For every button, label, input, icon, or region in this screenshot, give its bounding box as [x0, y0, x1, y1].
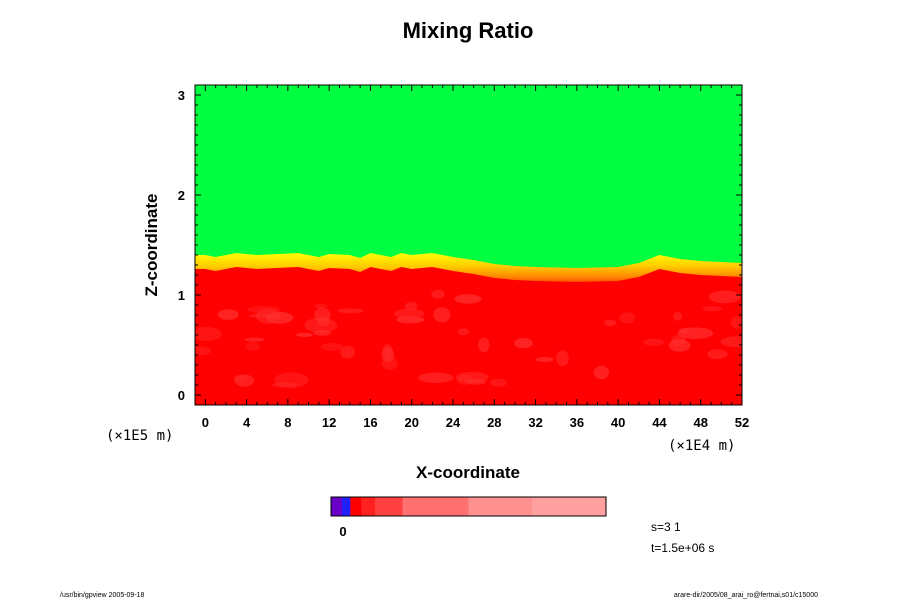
- colorbar-segment: [468, 497, 533, 516]
- footer-left: /usr/bin/gpview 2005-09-18: [60, 592, 145, 599]
- mottle-patch: [707, 349, 728, 360]
- mottle-patch: [195, 346, 211, 356]
- x-tick-label: 20: [405, 415, 419, 430]
- mottle-patch: [296, 332, 313, 337]
- mottle-patch: [340, 345, 355, 359]
- mottle-patch: [394, 308, 425, 319]
- x-axis-unit: (×1E4 m): [668, 438, 735, 454]
- mottle-patch: [556, 350, 569, 367]
- mottle-patch: [457, 328, 469, 336]
- x-tick-label: 28: [487, 415, 501, 430]
- mottle-patch: [256, 308, 281, 325]
- mottle-patch: [321, 342, 344, 351]
- mottle-patch: [514, 338, 533, 349]
- mottle-patch: [195, 326, 223, 342]
- chart-title: Mixing Ratio: [403, 18, 534, 43]
- footer-right: arare-dir/2005/08_arai_ro@fertnai,s01/c1…: [674, 592, 818, 599]
- x-tick-label: 16: [363, 415, 377, 430]
- x-tick-label: 0: [202, 415, 209, 430]
- colorbar-segment: [361, 497, 376, 516]
- mottle-patch: [217, 309, 239, 320]
- x-tick-label: 36: [570, 415, 584, 430]
- mottle-patch: [304, 317, 338, 333]
- x-axis-label: X-coordinate: [416, 463, 520, 482]
- mottle-patch: [314, 303, 328, 309]
- mottle-patch: [668, 339, 691, 352]
- x-tick-label: 32: [528, 415, 542, 430]
- x-tick-label: 48: [693, 415, 707, 430]
- mottle-patch: [454, 294, 482, 304]
- x-tick-label: 40: [611, 415, 625, 430]
- colorbar-segment: [350, 497, 362, 516]
- step-info: s=3 1: [651, 520, 681, 534]
- y-tick-label: 0: [178, 388, 185, 403]
- mottle-patch: [643, 338, 664, 346]
- mottle-patch: [234, 374, 255, 387]
- colorbar-segment: [331, 497, 343, 516]
- colorbar-segment: [402, 497, 469, 516]
- mottle-patch: [673, 312, 683, 321]
- y-tick-label: 2: [178, 188, 185, 203]
- mottle-patch: [604, 319, 616, 327]
- colorbar: [331, 497, 607, 516]
- mottle-patch: [248, 313, 281, 318]
- y-axis-unit: (×1E5 m): [106, 428, 173, 444]
- x-tick-label: 8: [284, 415, 291, 430]
- mottle-patch: [233, 374, 247, 383]
- mottle-patch: [381, 347, 395, 362]
- mottle-patch: [433, 307, 451, 323]
- mottle-patch: [730, 316, 742, 329]
- mottle-patch: [337, 308, 364, 314]
- mottle-patch: [272, 382, 298, 388]
- mottle-patch: [678, 328, 690, 334]
- y-tick-label: 1: [178, 288, 185, 303]
- mottle-patch: [535, 357, 554, 362]
- mottle-patch: [418, 372, 454, 384]
- mottle-patch: [244, 337, 265, 342]
- mottle-patch: [478, 337, 490, 353]
- x-tick-label: 44: [652, 415, 667, 430]
- transition-band: [195, 253, 742, 286]
- mottle-patch: [245, 342, 260, 351]
- y-axis-label: Z-coordinate: [142, 194, 161, 297]
- colorbar-segment: [342, 497, 351, 516]
- x-tick-label: 52: [735, 415, 749, 430]
- mottle-patch: [404, 302, 418, 311]
- mottle-patch: [708, 290, 741, 304]
- lower-region-mottles: [195, 289, 742, 389]
- mottle-patch: [619, 312, 636, 324]
- y-axis-ticks: 0 1 2 3: [178, 88, 742, 403]
- mottle-patch: [702, 306, 723, 312]
- mottle-patch: [431, 289, 445, 299]
- colorbar-segment: [531, 497, 607, 516]
- mottle-patch: [489, 378, 507, 387]
- x-tick-label: 4: [243, 415, 251, 430]
- time-info: t=1.5e+06 s: [651, 541, 714, 555]
- x-axis-ticks: 0 4 8 12 16 20 24 28 32 36 40 44 48 52: [202, 85, 749, 430]
- colorbar-segment: [375, 497, 403, 516]
- mottle-patch: [246, 306, 280, 314]
- y-tick-label: 3: [178, 88, 185, 103]
- mottle-patch: [593, 365, 610, 380]
- mottle-patch: [467, 378, 486, 385]
- colorbar-frame: [330, 496, 607, 517]
- plot-area: [195, 85, 742, 405]
- x-tick-label: 24: [446, 415, 461, 430]
- colorbar-label: 0: [339, 524, 346, 539]
- mottle-patch: [720, 336, 742, 348]
- x-tick-label: 12: [322, 415, 336, 430]
